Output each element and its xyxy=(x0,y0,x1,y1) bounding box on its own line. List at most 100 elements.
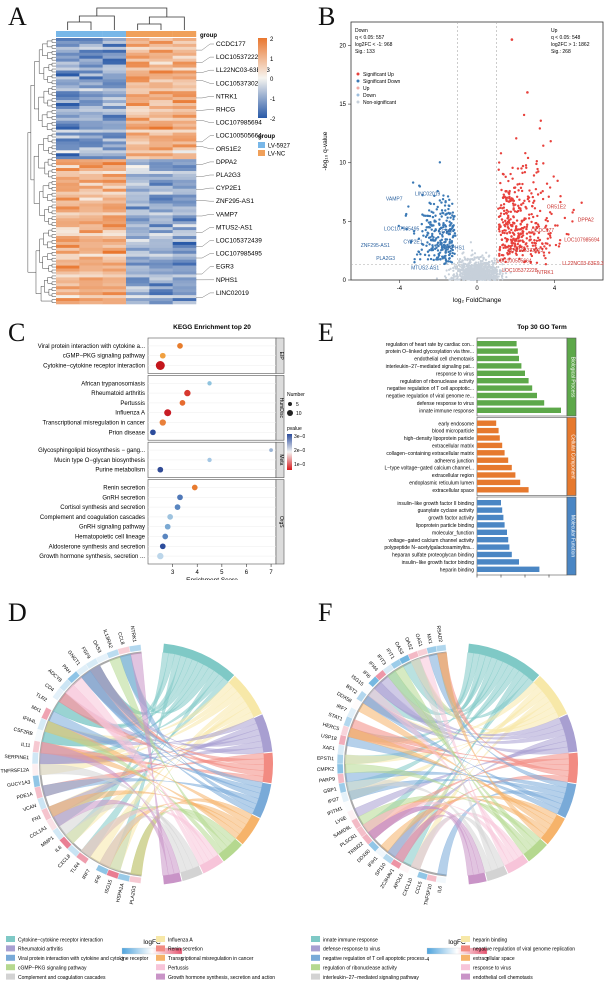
heatmap-cell xyxy=(102,244,127,249)
facet-label: Molecular Function xyxy=(570,515,576,557)
dendro-branch xyxy=(51,157,56,161)
gene-logfc-cell xyxy=(337,773,345,784)
point-nonsig xyxy=(465,264,468,268)
gene-label-up: LOC105373023 xyxy=(508,248,544,254)
heatmap-cell xyxy=(79,126,103,130)
gene-label: OAS3 xyxy=(91,639,102,654)
heatmap-cell xyxy=(102,182,127,187)
heatmap-cell xyxy=(102,88,127,92)
point-sig-up xyxy=(499,152,503,155)
dendro-branch xyxy=(51,169,56,173)
label-connector xyxy=(196,146,214,149)
point-sig-up xyxy=(539,119,543,122)
point-sig-up xyxy=(552,175,555,178)
dendro-branch xyxy=(51,163,56,167)
heatmap-cell xyxy=(102,58,127,62)
size-legend-label: 5 xyxy=(296,402,299,408)
legend-label: cGMP−PKG signaling pathway xyxy=(18,966,87,972)
gene-label: TLR2 xyxy=(34,692,48,704)
gene-label: MTUS2-AS1 xyxy=(216,224,253,231)
point-sig-up xyxy=(503,231,506,235)
heatmap-cell xyxy=(102,215,127,219)
point-sig-down xyxy=(451,225,455,229)
point-nonsig xyxy=(469,241,472,244)
heatmap-cell xyxy=(172,203,197,207)
term-dot xyxy=(157,466,164,473)
point-sig-up xyxy=(497,227,501,231)
dendro-branch xyxy=(51,74,56,79)
dendro-branch xyxy=(51,269,56,274)
heatmap-cell xyxy=(79,292,103,296)
legend-label: Significant Up xyxy=(363,72,394,78)
point-sig-down xyxy=(431,247,434,250)
point-sig-down xyxy=(437,229,441,233)
point-sig-down xyxy=(443,247,447,250)
dendro-branch xyxy=(51,139,56,144)
facet-strip xyxy=(275,375,285,441)
point-nonsig xyxy=(471,249,474,252)
ribbons xyxy=(344,652,570,876)
dendro-branch xyxy=(48,170,52,178)
heatmap-cell xyxy=(102,256,127,260)
point-sig-up xyxy=(549,140,552,143)
point-sig-up xyxy=(521,182,524,186)
heatmap-cell xyxy=(149,159,173,163)
heatmap-cell xyxy=(149,79,173,83)
point-sig-up xyxy=(544,256,547,260)
point-sig-up xyxy=(536,193,540,196)
point-sig-down xyxy=(440,242,443,245)
heatmap-cell xyxy=(102,289,127,293)
gene-label: IFI27 xyxy=(327,796,340,805)
heatmap-cell xyxy=(126,218,150,222)
heatmap-cell xyxy=(79,103,103,107)
heatmap-cell xyxy=(149,120,173,125)
point-sig-down xyxy=(443,224,447,227)
heatmap-cell xyxy=(149,168,173,172)
heatmap-cell xyxy=(79,197,103,201)
point-nonsig xyxy=(465,277,469,280)
point-sig-down xyxy=(445,238,449,241)
heatmap-cell xyxy=(79,274,103,278)
group-annotation-cell xyxy=(126,31,150,37)
ribbon xyxy=(109,701,249,872)
point-sig-up xyxy=(532,181,535,184)
heatmap-cell xyxy=(79,147,103,151)
heatmap-cell xyxy=(56,224,80,228)
point-sig-down xyxy=(412,232,416,235)
dendro-branch xyxy=(51,222,56,226)
term-label: Cortisol synthesis and secretion xyxy=(60,505,145,511)
heatmap-cell xyxy=(149,185,173,190)
gene-label: EPSTI1 xyxy=(317,756,335,763)
heatmap-cell xyxy=(79,185,103,190)
dendro-branch xyxy=(51,228,56,232)
point-nonsig xyxy=(470,273,473,277)
gene-label: IFI6 xyxy=(361,670,372,680)
go-bar xyxy=(477,420,497,426)
legend-label: Transcriptional misregulation in cancer xyxy=(168,956,254,962)
heatmap-cell xyxy=(126,221,150,225)
point-sig-up xyxy=(504,219,507,223)
heatmap-cell xyxy=(56,292,80,296)
point-nonsig xyxy=(435,277,439,280)
gene-label-down: CYP2E1 xyxy=(403,240,422,246)
point-sig-down xyxy=(425,244,428,247)
point-sig-up xyxy=(504,246,507,249)
heatmap-cell xyxy=(126,173,150,178)
point-sig-down xyxy=(446,230,449,233)
point-sig-down xyxy=(448,204,451,208)
point-sig-up xyxy=(512,207,515,210)
go-term-label: insulin−like growth factor II binding xyxy=(397,501,474,507)
ribbon xyxy=(65,711,255,844)
heatmap-cell xyxy=(149,82,173,86)
point-sig-up xyxy=(510,224,513,228)
heatmap-cell xyxy=(149,171,173,175)
dendro-branch xyxy=(39,238,44,263)
heatmap-cell xyxy=(102,117,127,122)
heatmap-cell xyxy=(126,126,150,130)
point-sig-down xyxy=(433,229,436,233)
gene-label: CMPK2 xyxy=(317,766,335,773)
point-sig-up xyxy=(518,235,521,239)
point-sig-down xyxy=(445,219,448,222)
heatmap-cell xyxy=(56,268,80,272)
colorbar-tick: 1 xyxy=(270,57,274,63)
